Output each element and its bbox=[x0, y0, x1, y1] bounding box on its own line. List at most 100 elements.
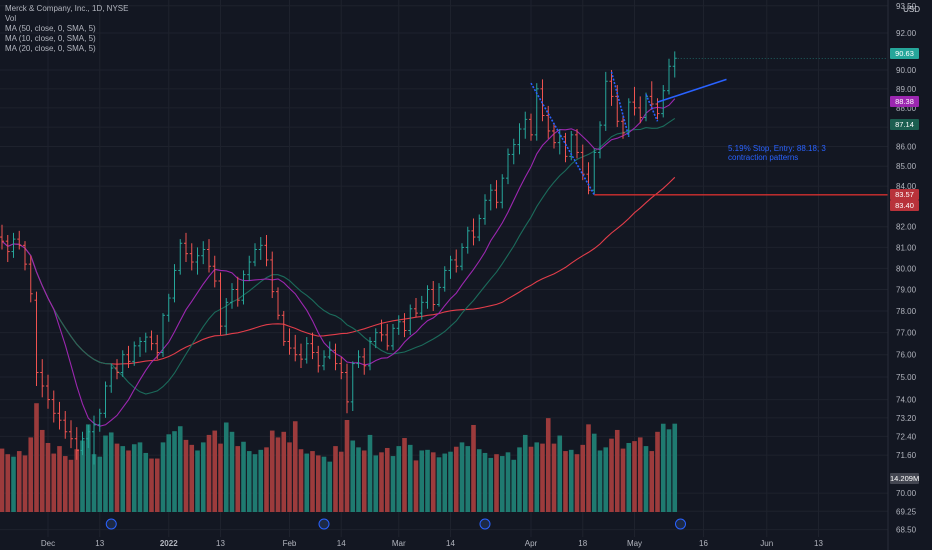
x-tick-label: 13 bbox=[95, 539, 104, 548]
volume-bar bbox=[235, 446, 241, 512]
y-tick-label: 90.00 bbox=[896, 66, 917, 75]
stop-price-tag: 83.57 bbox=[890, 189, 919, 200]
trendline bbox=[530, 82, 595, 196]
volume-bar bbox=[229, 431, 235, 512]
y-tick-label: 82.00 bbox=[896, 223, 917, 232]
volume-bar bbox=[666, 429, 672, 512]
x-tick-label: 14 bbox=[446, 539, 455, 548]
volume-bar bbox=[505, 452, 511, 512]
volume-bar bbox=[85, 424, 91, 512]
volume-bar bbox=[310, 451, 315, 512]
x-tick-label: Mar bbox=[392, 539, 406, 548]
x-tick-label: Jun bbox=[760, 539, 773, 548]
y-tick-label: 73.20 bbox=[896, 414, 917, 423]
volume-bar bbox=[614, 429, 620, 512]
volume-bar bbox=[620, 448, 626, 512]
volume-bar bbox=[45, 443, 51, 512]
ma10-price-tag: 88.38 bbox=[890, 96, 919, 107]
ma20-price-tag: 87.14 bbox=[890, 119, 919, 130]
volume-bar bbox=[212, 430, 218, 512]
ma50-price-tag: 83.40 bbox=[890, 200, 919, 211]
y-tick-label: 84.00 bbox=[896, 182, 917, 191]
volume-bar bbox=[22, 455, 28, 512]
volume-bar bbox=[172, 431, 177, 512]
volume-bar bbox=[57, 446, 62, 512]
volume-bar bbox=[367, 434, 373, 512]
x-tick-label: 16 bbox=[699, 539, 708, 548]
y-tick-label: 76.00 bbox=[896, 351, 917, 360]
volume-bar bbox=[62, 456, 68, 512]
volume-bar bbox=[361, 450, 367, 512]
volume-bar bbox=[632, 441, 637, 512]
volume-bar bbox=[482, 452, 488, 512]
legend-ma20: MA (20, close, 0, SMA, 5) bbox=[5, 44, 96, 53]
x-tick-label: Feb bbox=[283, 539, 297, 548]
volume-bar bbox=[471, 424, 476, 512]
volume-bar bbox=[166, 434, 172, 512]
x-tick-label: 13 bbox=[216, 539, 225, 548]
volume-bar bbox=[660, 423, 666, 512]
volume-bar bbox=[264, 447, 269, 512]
ma10-line bbox=[1, 98, 676, 427]
volume-bar bbox=[545, 418, 551, 512]
volume-bar bbox=[402, 438, 407, 512]
y-tick-label: 93.50 bbox=[896, 2, 917, 11]
trendline bbox=[657, 78, 727, 103]
volume-bar bbox=[494, 454, 499, 512]
y-tick-label: 78.00 bbox=[896, 307, 917, 316]
volume-bar bbox=[97, 456, 103, 512]
volume-bar bbox=[183, 439, 189, 512]
volume-bar bbox=[511, 459, 517, 512]
x-tick-label: Dec bbox=[41, 539, 55, 548]
volume-bar bbox=[568, 449, 574, 512]
y-tick-label: 70.00 bbox=[896, 489, 917, 498]
volume-bar bbox=[51, 453, 57, 512]
volume-bar bbox=[108, 432, 114, 512]
y-tick-label: 80.00 bbox=[896, 264, 917, 273]
volume-bar bbox=[11, 456, 16, 512]
volume-bar bbox=[333, 446, 338, 512]
volume-bar bbox=[5, 454, 11, 512]
volume-bar bbox=[292, 421, 298, 512]
volume-bar bbox=[407, 444, 413, 512]
legend-ma10: MA (10, close, 0, SMA, 5) bbox=[5, 34, 96, 43]
earnings-marker bbox=[675, 518, 686, 530]
y-tick-label: 86.00 bbox=[896, 143, 917, 152]
volume-bar bbox=[488, 457, 494, 512]
volume-bar bbox=[120, 446, 126, 512]
volume-bar bbox=[580, 444, 586, 512]
volume-bar bbox=[28, 437, 34, 512]
volume-bar bbox=[131, 444, 137, 512]
y-tick-label: 92.00 bbox=[896, 29, 917, 38]
volume-bar bbox=[16, 451, 22, 512]
earnings-marker bbox=[318, 518, 330, 530]
volume-bar bbox=[603, 447, 609, 512]
trendline bbox=[610, 71, 630, 137]
y-tick-label: 72.40 bbox=[896, 432, 917, 441]
volume-bar bbox=[195, 450, 200, 512]
volume-bar bbox=[74, 449, 80, 512]
volume-bar bbox=[281, 431, 287, 512]
volume-bar bbox=[637, 437, 643, 512]
volume-bar bbox=[114, 443, 120, 512]
volume-bar bbox=[189, 444, 195, 512]
volume-bar bbox=[534, 442, 540, 512]
volume-bar bbox=[574, 454, 580, 512]
y-tick-label: 68.50 bbox=[896, 526, 917, 535]
dividend-marker bbox=[105, 518, 117, 530]
volume-bar bbox=[591, 433, 597, 512]
volume-bar bbox=[0, 448, 5, 512]
volume-bar bbox=[522, 434, 528, 512]
volume-bar bbox=[252, 454, 258, 512]
volume-bar bbox=[246, 451, 252, 512]
volume-bar bbox=[563, 451, 568, 512]
volume-bar bbox=[344, 420, 350, 512]
y-tick-label: 89.00 bbox=[896, 85, 917, 94]
volume-bar bbox=[356, 447, 361, 512]
volume-bar bbox=[390, 456, 396, 512]
volume-bar bbox=[143, 452, 149, 512]
y-tick-label: 88.00 bbox=[896, 104, 917, 113]
volume-bar bbox=[413, 460, 419, 512]
currency-label: USD bbox=[903, 5, 920, 14]
